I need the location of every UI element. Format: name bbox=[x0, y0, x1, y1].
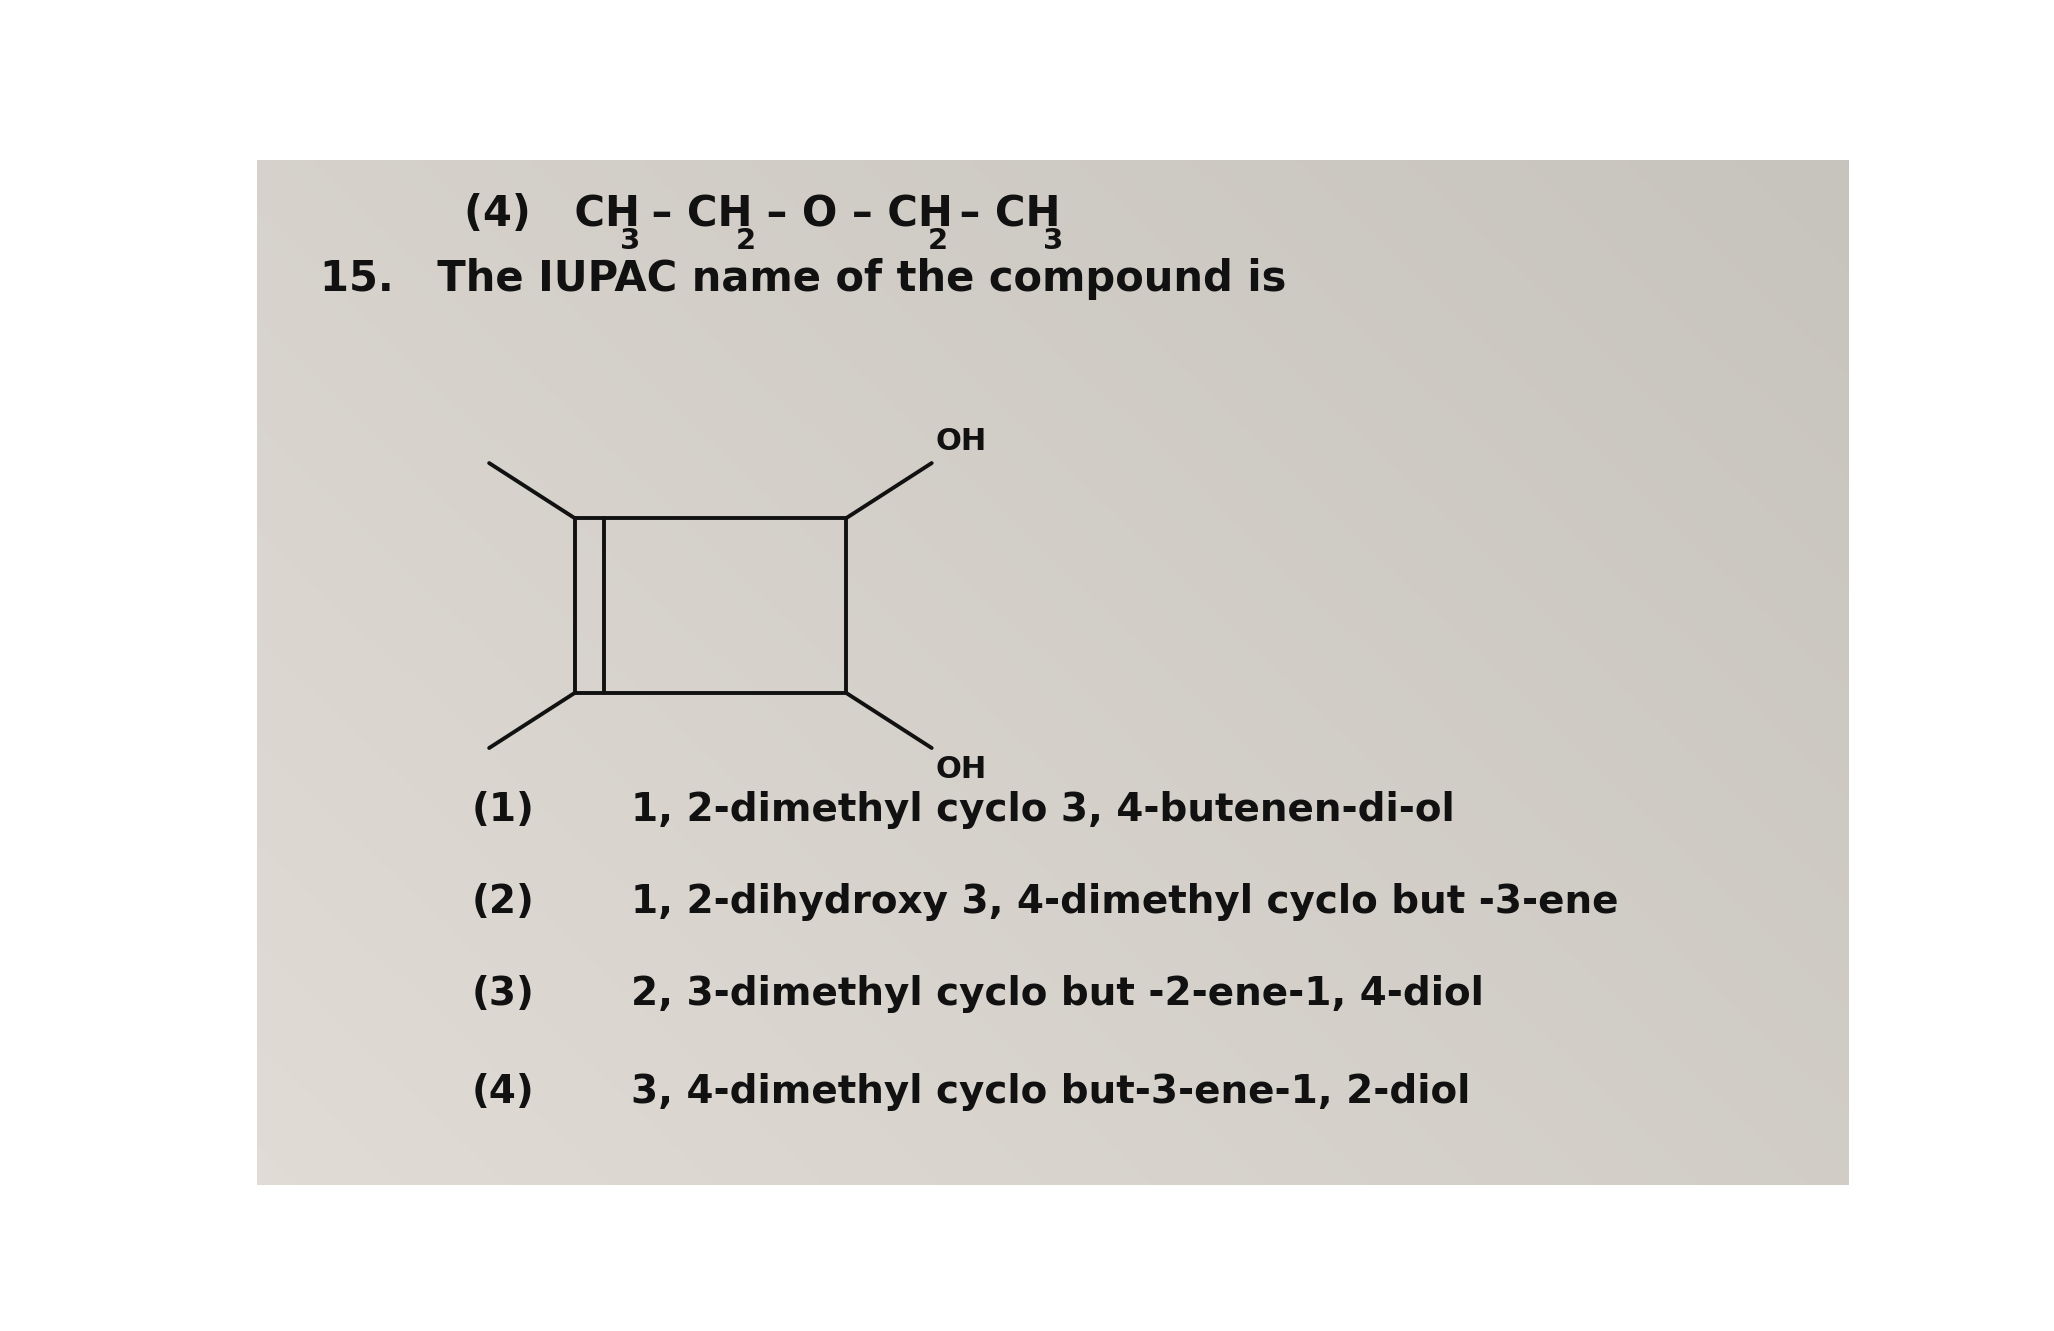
Text: – CH: – CH bbox=[637, 193, 752, 236]
Text: (2): (2) bbox=[472, 882, 534, 921]
Text: 2, 3-dimethyl cyclo but -2-ene-1, 4-diol: 2, 3-dimethyl cyclo but -2-ene-1, 4-diol bbox=[631, 976, 1483, 1013]
Text: (3): (3) bbox=[472, 976, 534, 1013]
Text: – O – CH: – O – CH bbox=[752, 193, 953, 236]
Text: (1): (1) bbox=[472, 791, 534, 829]
Text: 3: 3 bbox=[620, 226, 641, 254]
Text: 3: 3 bbox=[1043, 226, 1064, 254]
Text: 1, 2-dimethyl cyclo 3, 4-butenen-di-ol: 1, 2-dimethyl cyclo 3, 4-butenen-di-ol bbox=[631, 791, 1454, 829]
Text: (4)   CH: (4) CH bbox=[464, 193, 639, 236]
Text: – CH: – CH bbox=[945, 193, 1060, 236]
Text: 3, 4-dimethyl cyclo but-3-ene-1, 2-diol: 3, 4-dimethyl cyclo but-3-ene-1, 2-diol bbox=[631, 1073, 1471, 1110]
Text: 15.   The IUPAC name of the compound is: 15. The IUPAC name of the compound is bbox=[320, 258, 1286, 299]
Text: 2: 2 bbox=[928, 226, 949, 254]
Text: 1, 2-dihydroxy 3, 4-dimethyl cyclo but -3-ene: 1, 2-dihydroxy 3, 4-dimethyl cyclo but -… bbox=[631, 882, 1619, 921]
Text: 2: 2 bbox=[735, 226, 756, 254]
Text: OH: OH bbox=[935, 427, 986, 455]
Text: OH: OH bbox=[935, 756, 986, 784]
Text: (4): (4) bbox=[472, 1073, 534, 1110]
